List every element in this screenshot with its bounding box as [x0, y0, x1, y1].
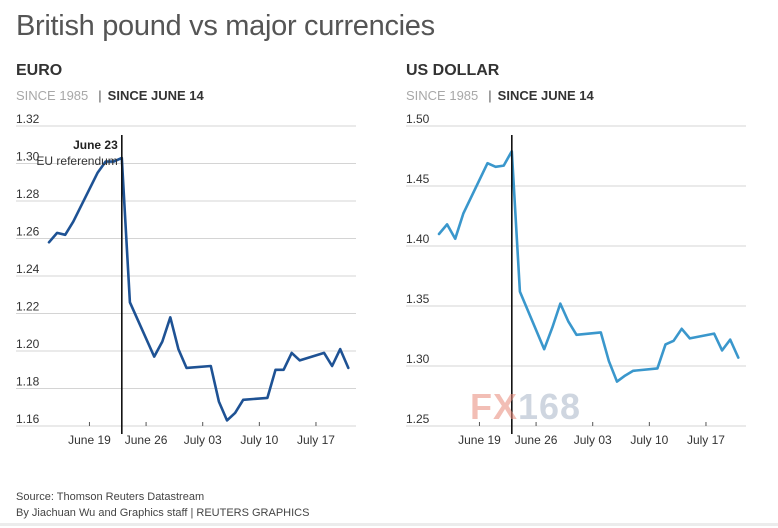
euro-panel-title: EURO	[16, 62, 63, 79]
usd-panel: US DOLLAR SINCE 1985 | SINCE JUNE 14 1.50 1…	[406, 60, 776, 470]
footer-divider	[0, 523, 778, 526]
usd-panel-title: US DOLLAR	[406, 62, 500, 79]
annotation-date-label: June 23	[73, 138, 118, 152]
usd-range-tabs: SINCE 1985 | SINCE JUNE 14	[406, 88, 594, 103]
euro-x-tick-label: July 10	[240, 433, 278, 447]
usd-chart: 1.50 1.45 1.40 1.35 1.30 1.25 June 19 June 26 Ju…	[406, 112, 746, 447]
usd-y-tick-label: 1.40	[406, 232, 430, 246]
watermark-fx: FX	[470, 386, 519, 427]
euro-y-tick-label: 1.28	[16, 187, 40, 201]
source-note: Source: Thomson Reuters Datastream	[16, 491, 205, 503]
euro-y-tick-label: 1.16	[16, 412, 40, 426]
euro-y-tick-label: 1.26	[16, 225, 40, 239]
euro-y-tick-label: 1.18	[16, 375, 40, 389]
euro-tab-since-1985[interactable]: SINCE 1985	[16, 88, 89, 103]
page-title: British pound vs major currencies	[16, 10, 435, 42]
usd-series-line	[437, 149, 740, 383]
euro-panel: EURO SINCE 1985 | SINCE JUNE 14 1.32 1.30 1.…	[16, 60, 386, 470]
euro-y-tick-label: 1.24	[16, 262, 40, 276]
euro-y-tick-label: 1.30	[16, 150, 40, 164]
euro-x-tick-label: June 26	[125, 433, 168, 447]
euro-tab-since-june-14[interactable]: SINCE JUNE 14	[107, 88, 204, 103]
usd-tab-since-1985[interactable]: SINCE 1985	[406, 88, 479, 103]
euro-series-line	[47, 156, 350, 422]
usd-y-tick-label: 1.50	[406, 112, 430, 126]
euro-range-tabs: SINCE 1985 | SINCE JUNE 14	[16, 88, 204, 103]
usd-y-tick-label: 1.45	[406, 172, 430, 186]
usd-y-tick-label: 1.25	[406, 412, 430, 426]
euro-y-tick-label: 1.22	[16, 300, 40, 314]
annotation-event-label: EU referendum	[36, 154, 117, 168]
euro-y-tick-label: 1.32	[16, 112, 40, 126]
usd-y-tick-label: 1.30	[406, 352, 430, 366]
usd-x-tick-label: July 10	[630, 433, 668, 447]
usd-y-tick-label: 1.35	[406, 292, 430, 306]
usd-x-tick-label: July 03	[574, 433, 612, 447]
tab-separator: |	[98, 88, 102, 103]
watermark-number: 168	[518, 386, 582, 427]
usd-x-tick-label: June 26	[515, 433, 558, 447]
usd-x-tick-label: July 17	[687, 433, 725, 447]
fx168-watermark: FX168	[470, 386, 581, 428]
usd-tab-since-june-14[interactable]: SINCE JUNE 14	[497, 88, 594, 103]
euro-x-tick-label: June 19	[68, 433, 111, 447]
usd-x-tick-label: June 19	[458, 433, 501, 447]
euro-chart: 1.32 1.30 1.28 1.26 1.24 1.22 1.20 1.18 1.16 June…	[16, 112, 356, 447]
tab-separator: |	[488, 88, 492, 103]
euro-y-tick-label: 1.20	[16, 337, 40, 351]
euro-x-tick-label: July 17	[297, 433, 335, 447]
byline-note: By Jiachuan Wu and Graphics staff | REUT…	[16, 507, 310, 519]
euro-x-tick-label: July 03	[184, 433, 222, 447]
